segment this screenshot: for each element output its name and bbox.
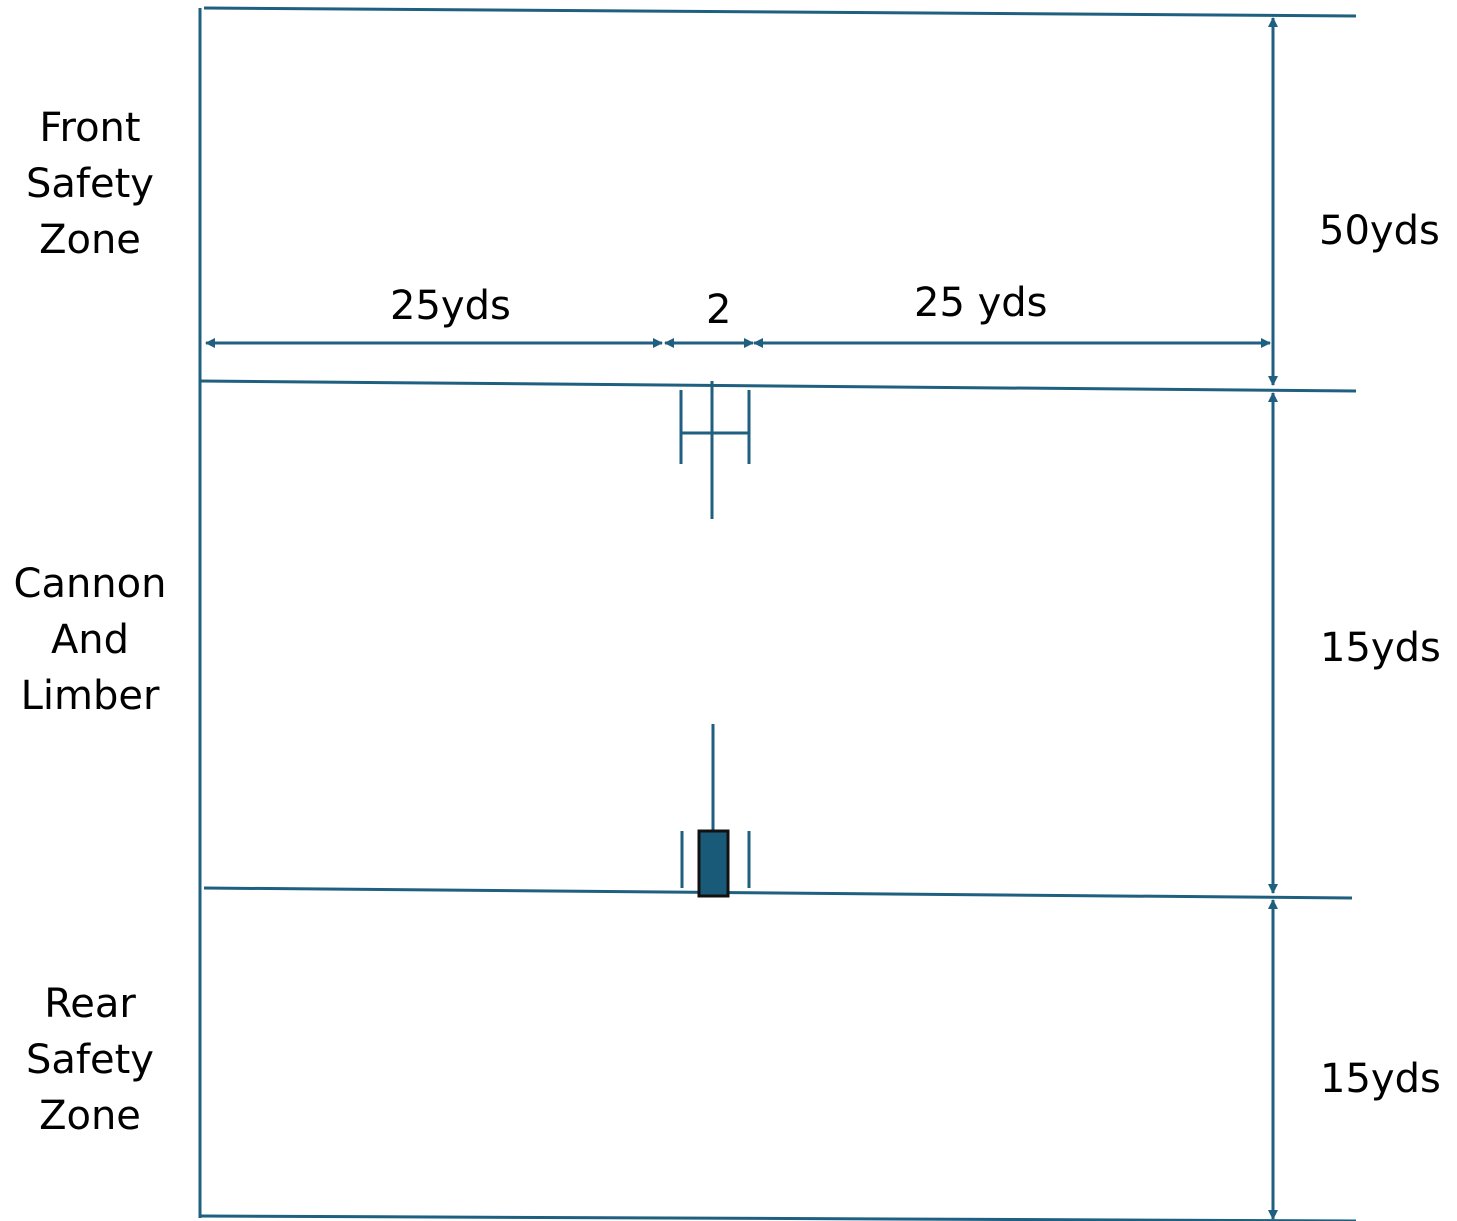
- front-safety-zone-label: Front Safety Zone: [0, 100, 180, 268]
- front-depth-label: 50yds: [1319, 208, 1440, 254]
- front-line: [199, 379, 1357, 393]
- rear-safety-zone-label: Rear Safety Zone: [0, 976, 180, 1144]
- rear-zone-line-3: Zone: [39, 1093, 141, 1139]
- cannon-depth-label: 15yds: [1320, 625, 1441, 671]
- front-zone-line-3: Zone: [39, 217, 141, 263]
- cannon-zone-line-1: Cannon: [13, 561, 167, 607]
- center-width-label: 2: [706, 287, 732, 333]
- top-boundary-line: [203, 6, 1357, 18]
- limber-box: [697, 829, 730, 898]
- cannon-zone-line-3: Limber: [20, 673, 160, 719]
- left-width-label: 25yds: [390, 283, 511, 329]
- rear-zone-line-1: Rear: [44, 981, 136, 1027]
- cannon-symbol: [679, 381, 751, 519]
- right-width-label: 25 yds: [914, 280, 1048, 326]
- cannon-rear-line: [203, 886, 1353, 900]
- front-zone-line-1: Front: [39, 105, 141, 151]
- rear-zone-line-2: Safety: [26, 1037, 154, 1083]
- limber-symbol: [680, 724, 751, 898]
- cannon-zone-line-2: And: [50, 617, 130, 663]
- rear-depth-label: 15yds: [1320, 1056, 1441, 1102]
- cannon-and-limber-label: Cannon And Limber: [0, 556, 180, 724]
- bottom-boundary-line: [199, 1214, 1357, 1221]
- front-zone-line-2: Safety: [26, 161, 154, 207]
